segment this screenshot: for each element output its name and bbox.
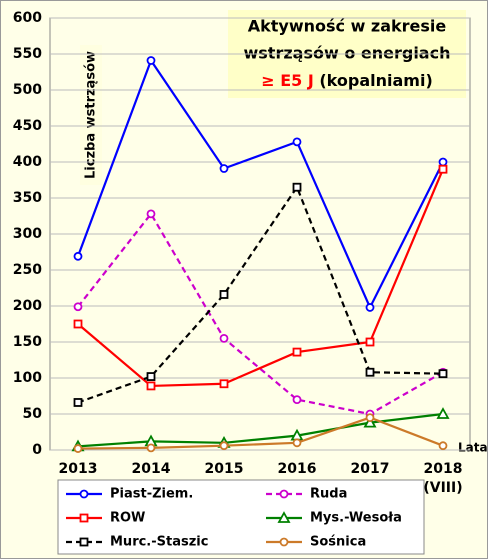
- y-tick-label: 300: [13, 226, 42, 242]
- title-suffix: (kopalniami): [314, 71, 433, 90]
- marker: [365, 303, 375, 312]
- marker: [219, 379, 229, 389]
- x-axis-label: Lata: [458, 441, 488, 455]
- marker: [146, 56, 156, 65]
- series-line: [77, 168, 445, 388]
- marker: [73, 251, 83, 261]
- marker: [363, 415, 377, 428]
- marker: [146, 372, 156, 381]
- marker: [292, 438, 302, 448]
- marker: [146, 209, 156, 219]
- y-axis-label: Liczba wstrząsów: [84, 51, 99, 179]
- y-tick-label: 200: [13, 298, 42, 314]
- legend-marker: [279, 489, 289, 499]
- series-line: [77, 184, 444, 404]
- marker: [219, 441, 229, 451]
- legend-marker: [79, 489, 89, 499]
- y-tick-label: 150: [13, 334, 42, 350]
- legend-label: Murc.-Staszic: [110, 535, 208, 550]
- legend-label: ROW: [110, 511, 145, 526]
- x-tick-label: 2018: [424, 461, 463, 477]
- x-tick-label: 2014: [132, 461, 171, 477]
- marker: [438, 441, 448, 451]
- y-tick-label: 50: [23, 406, 43, 422]
- legend-marker: [277, 511, 291, 523]
- y-label-box: [80, 45, 102, 185]
- marker: [73, 319, 83, 329]
- y-tick-label: 400: [13, 154, 42, 170]
- marker: [365, 337, 375, 347]
- title-highlight: ≥ E5 J: [261, 71, 314, 90]
- y-tick-label: 250: [13, 262, 42, 278]
- x-tick-label: 2016: [278, 461, 317, 477]
- x-tick-label: 2013: [59, 461, 98, 477]
- series-line: [76, 58, 444, 311]
- x-tick-label: 2015: [205, 461, 244, 477]
- y-tick-label: 450: [13, 118, 42, 134]
- y-tick-label: 550: [13, 46, 42, 62]
- marker: [219, 333, 229, 343]
- marker: [73, 444, 83, 453]
- title-line: wstrząsów o energiach: [244, 44, 451, 63]
- y-tick-label: 0: [32, 442, 42, 458]
- y-tick-label: 100: [13, 370, 42, 386]
- marker: [292, 395, 302, 405]
- marker: [436, 407, 450, 419]
- marker: [73, 302, 83, 312]
- legend-label: Mys.-Wesoła: [310, 511, 402, 526]
- series-line: [77, 416, 444, 450]
- marker: [146, 381, 156, 391]
- marker: [365, 367, 375, 377]
- marker: [73, 398, 83, 407]
- legend-label: Piast-Ziem.: [110, 487, 193, 502]
- x-tick-note: (VIII): [423, 480, 462, 496]
- legend-marker: [79, 537, 89, 547]
- marker: [219, 164, 229, 173]
- marker: [438, 164, 448, 174]
- marker: [365, 413, 375, 423]
- marker: [146, 443, 156, 453]
- title-line: ≥ E5 J (kopalniami): [261, 71, 433, 90]
- marker: [438, 369, 448, 379]
- marker: [292, 347, 302, 357]
- y-tick-label: 600: [13, 10, 42, 26]
- legend-label: Sośnica: [310, 535, 366, 550]
- y-tick-label: 350: [13, 190, 42, 206]
- y-tick-label: 500: [13, 82, 42, 98]
- marker: [438, 157, 448, 167]
- marker: [292, 137, 302, 147]
- marker: [292, 182, 302, 192]
- x-tick-label: 2017: [351, 461, 390, 477]
- legend-marker: [279, 537, 289, 547]
- title-line: Aktywność w zakresie: [248, 17, 447, 36]
- legend: [57, 479, 425, 555]
- legend-label: Ruda: [310, 487, 347, 502]
- legend-marker: [79, 513, 89, 523]
- marker: [219, 290, 229, 299]
